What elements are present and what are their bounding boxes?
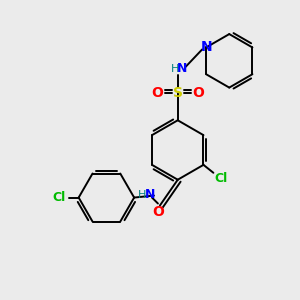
Text: N: N — [176, 62, 187, 75]
Text: S: S — [173, 85, 183, 100]
Text: O: O — [151, 85, 163, 100]
Text: N: N — [200, 40, 212, 55]
Text: O: O — [152, 206, 164, 219]
Text: H: H — [138, 190, 146, 200]
Text: O: O — [193, 85, 205, 100]
Text: H: H — [171, 64, 179, 74]
Text: N: N — [145, 188, 155, 201]
Text: Cl: Cl — [52, 191, 65, 204]
Text: Cl: Cl — [215, 172, 228, 185]
